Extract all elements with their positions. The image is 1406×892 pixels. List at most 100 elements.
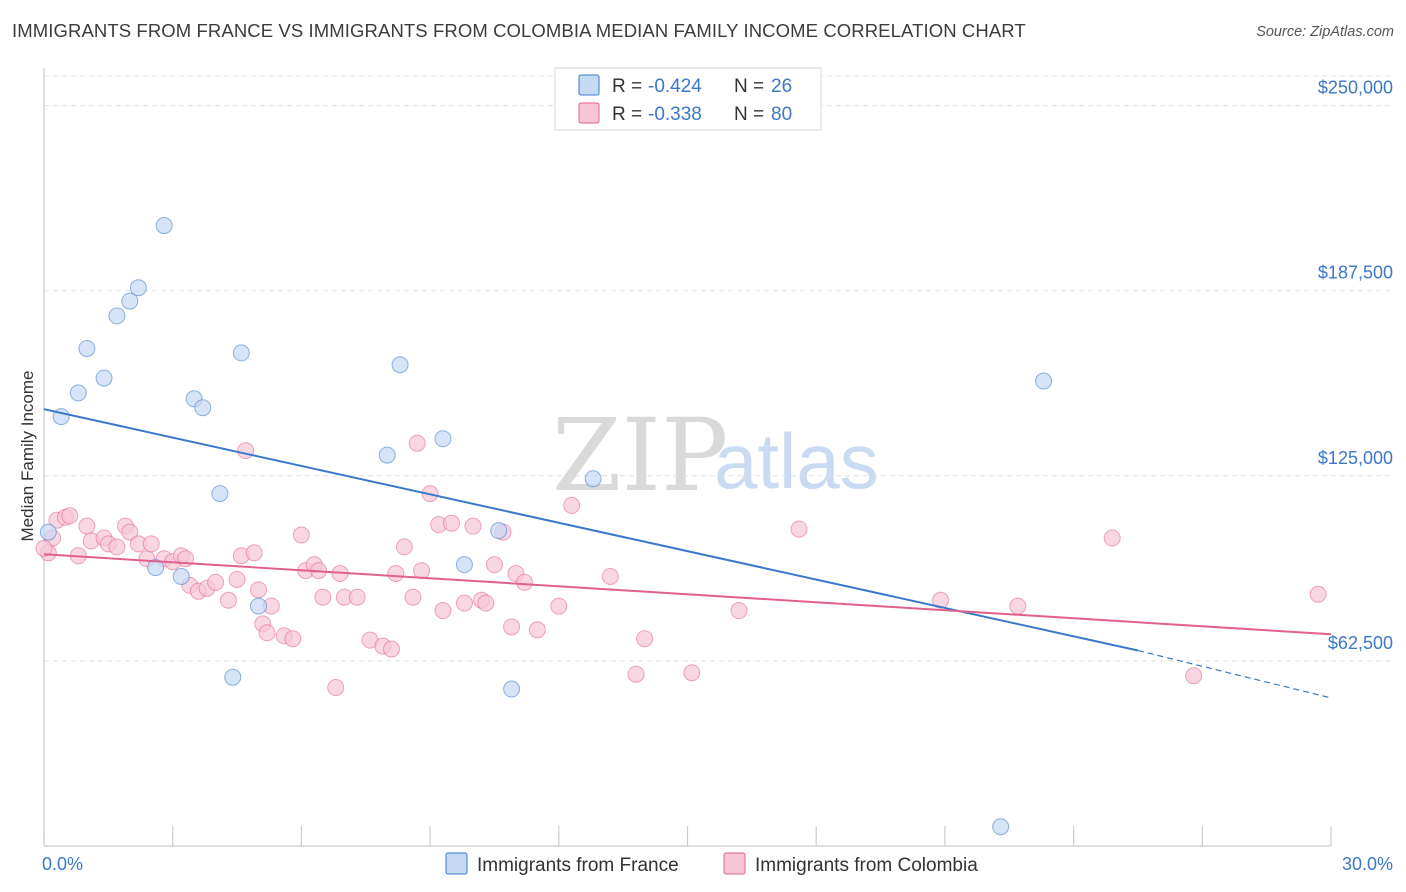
- point-colombia: [258, 624, 276, 642]
- y-tick-label: $125,000: [1318, 448, 1393, 468]
- point-france: [108, 307, 126, 325]
- point-colombia: [503, 618, 521, 636]
- point-colombia: [413, 562, 431, 580]
- legend-r-value-colombia: -0.338: [648, 104, 702, 125]
- y-axis-label: Median Family Income: [18, 370, 37, 541]
- point-colombia: [61, 507, 79, 525]
- point-france: [250, 597, 267, 615]
- point-colombia: [108, 538, 126, 556]
- point-colombia: [142, 535, 160, 553]
- point-colombia: [1009, 597, 1027, 615]
- point-france: [78, 339, 96, 357]
- point-france: [95, 369, 113, 387]
- point-colombia: [35, 539, 53, 557]
- point-france: [503, 680, 521, 698]
- point-france: [232, 344, 250, 362]
- point-colombia: [563, 496, 581, 514]
- point-france: [147, 559, 165, 577]
- bottom-swatch-france: [445, 852, 468, 875]
- bottom-legend-colombia: Immigrants from Colombia: [755, 855, 978, 876]
- bottom-swatch-colombia: [723, 852, 746, 875]
- x-tick-label: 0.0%: [42, 854, 83, 874]
- y-tick-label: $187,500: [1318, 263, 1393, 283]
- point-colombia: [683, 664, 701, 682]
- point-colombia: [404, 588, 422, 606]
- watermark-atlas: atlas: [714, 417, 879, 505]
- axes: [43, 68, 1332, 847]
- point-colombia: [121, 523, 139, 541]
- x-tick-label: 30.0%: [1342, 854, 1393, 874]
- point-colombia: [314, 588, 332, 606]
- point-colombia: [292, 526, 310, 544]
- point-colombia: [636, 630, 654, 648]
- point-france: [39, 523, 57, 541]
- point-colombia: [237, 442, 255, 460]
- point-france: [172, 568, 190, 585]
- point-colombia: [1103, 529, 1121, 547]
- point-france: [992, 818, 1010, 836]
- y-tick-label: $250,000: [1318, 78, 1393, 98]
- stats-legend: R = -0.424 N = 26 R = -0.338 N = 80: [554, 67, 822, 131]
- point-colombia: [78, 517, 96, 535]
- trend-lines: [43, 408, 1332, 699]
- data-points: [35, 217, 1327, 836]
- point-france: [69, 384, 87, 402]
- bottom-legend-france: Immigrants from France: [477, 855, 679, 876]
- source-label: Source: ZipAtlas.com: [1256, 24, 1394, 40]
- point-colombia: [477, 594, 495, 612]
- point-colombia: [207, 573, 225, 591]
- watermark-zip: ZIP: [552, 397, 728, 514]
- trend-line-colombia: [43, 553, 1332, 636]
- point-colombia: [443, 514, 461, 532]
- point-colombia: [1185, 667, 1203, 685]
- point-colombia: [284, 630, 302, 648]
- point-france: [584, 470, 602, 488]
- trend-line-france-extension: [1137, 649, 1332, 699]
- point-colombia: [382, 640, 400, 658]
- point-colombia: [395, 538, 413, 556]
- point-france: [434, 430, 452, 448]
- y-tick-label: $62,500: [1328, 633, 1393, 653]
- point-colombia: [515, 573, 533, 591]
- legend-r-label-colombia: R =: [612, 104, 642, 125]
- point-france: [155, 217, 173, 235]
- point-colombia: [348, 588, 366, 606]
- point-colombia: [932, 591, 950, 609]
- chart-title: IMMIGRANTS FROM FRANCE VS IMMIGRANTS FRO…: [12, 20, 1026, 41]
- legend-n-label-colombia: N =: [734, 104, 764, 125]
- point-france: [391, 356, 409, 374]
- point-colombia: [730, 602, 748, 620]
- point-france: [224, 668, 242, 686]
- point-france: [490, 522, 508, 540]
- legend-swatch-france: [578, 74, 600, 96]
- point-colombia: [464, 517, 482, 535]
- point-colombia: [790, 520, 808, 538]
- point-colombia: [601, 568, 619, 585]
- point-colombia: [627, 665, 645, 683]
- point-colombia: [485, 556, 503, 574]
- point-colombia: [245, 544, 263, 562]
- point-colombia: [434, 602, 452, 620]
- point-france: [194, 399, 212, 417]
- point-france: [121, 292, 139, 310]
- point-colombia: [1309, 585, 1327, 603]
- series-legend: Immigrants from France Immigrants from C…: [445, 852, 978, 876]
- point-france: [455, 556, 473, 574]
- point-colombia: [408, 434, 426, 452]
- point-colombia: [455, 594, 473, 612]
- legend-r-value-france: -0.424: [648, 76, 702, 97]
- point-france: [378, 446, 396, 464]
- point-france: [129, 279, 147, 297]
- legend-n-value-colombia: 80: [771, 104, 792, 125]
- point-france: [211, 485, 229, 503]
- gridlines: [44, 75, 1394, 662]
- legend-swatch-colombia: [578, 102, 600, 124]
- point-colombia: [219, 591, 237, 609]
- legend-n-label-france: N =: [734, 76, 764, 97]
- tick-labels: $62,500 $125,000 $187,500 $250,000 0.0% 30.0%: [42, 78, 1393, 874]
- point-colombia: [550, 597, 568, 615]
- point-colombia: [250, 581, 267, 599]
- point-colombia: [228, 570, 246, 588]
- legend-r-label-france: R =: [612, 76, 642, 97]
